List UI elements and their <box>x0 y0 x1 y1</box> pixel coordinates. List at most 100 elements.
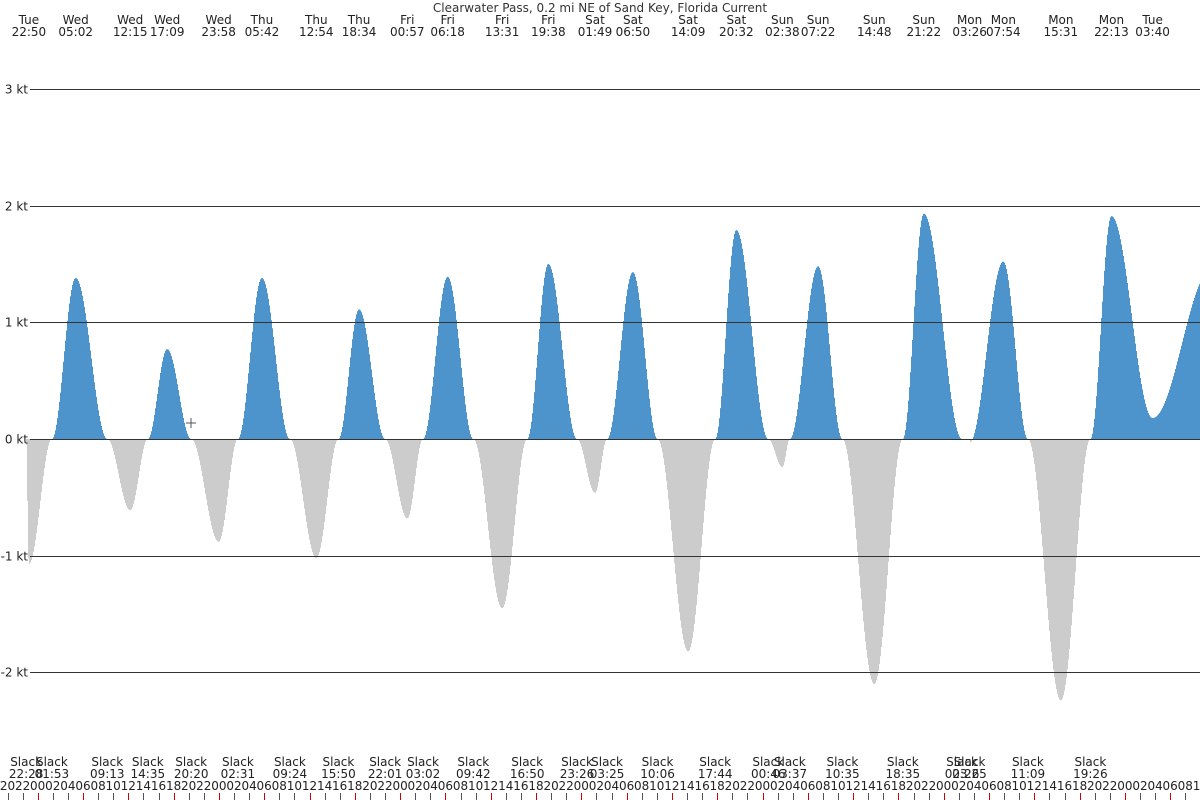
y-tick-label: -1 kt <box>1 550 29 564</box>
extreme-time-label: 18:34 <box>342 25 377 39</box>
extreme-time-label: 21:22 <box>907 25 942 39</box>
extreme-time-label: 12:15 <box>113 25 148 39</box>
hour-tick-label: 02 <box>589 779 604 793</box>
slack-label: Slack <box>369 755 401 769</box>
extreme-time-label: 05:42 <box>245 25 280 39</box>
extreme-time-label: 05:02 <box>58 25 93 39</box>
slack-label: Slack <box>946 755 978 769</box>
extreme-time-label: 01:49 <box>578 25 613 39</box>
slack-time-label: 10:35 <box>825 767 860 781</box>
slack-label: Slack <box>274 755 306 769</box>
slack-time-label: 02:31 <box>221 767 256 781</box>
hour-tick-label: 08 <box>272 779 287 793</box>
hour-tick-label: 12 <box>845 779 860 793</box>
hour-tick-label: 02 <box>45 779 60 793</box>
extreme-time-label: 06:50 <box>616 25 651 39</box>
hour-tick-label: 18 <box>347 779 362 793</box>
slack-label: Slack <box>826 755 858 769</box>
slack-label: Slack <box>323 755 355 769</box>
hour-tick-label: 16 <box>1057 779 1072 793</box>
hour-tick-label: 10 <box>106 779 121 793</box>
hour-tick-label: 16 <box>513 779 528 793</box>
extreme-day-label: Tue <box>1141 13 1163 27</box>
extreme-time-label: 07:54 <box>986 25 1021 39</box>
extreme-time-label: 20:32 <box>719 25 754 39</box>
extreme-time-label: 22:13 <box>1094 25 1129 39</box>
hour-tick-label: 10 <box>1193 779 1200 793</box>
crosshair-cursor <box>186 418 196 428</box>
hour-tick-label: 10 <box>649 779 664 793</box>
hour-tick-label: 00 <box>755 779 770 793</box>
slack-label: Slack <box>407 755 439 769</box>
extreme-time-label: 19:38 <box>531 25 566 39</box>
slack-time-label: 23:26 <box>560 767 595 781</box>
hour-tick-label: 10 <box>1012 779 1027 793</box>
slack-label: Slack <box>10 755 42 769</box>
y-tick-label: 0 kt <box>5 433 28 447</box>
hour-tick-label: 00 <box>1117 779 1132 793</box>
slack-time-label: 18:35 <box>886 767 921 781</box>
hour-tick-label: 12 <box>121 779 136 793</box>
hour-tick-label: 04 <box>241 779 256 793</box>
hour-tick-label: 06 <box>257 779 272 793</box>
hour-tick-label: 18 <box>1072 779 1087 793</box>
hour-tick-label: 12 <box>1027 779 1042 793</box>
slack-time-label: 03:37 <box>773 767 808 781</box>
hour-tick-label: 20 <box>181 779 196 793</box>
hour-tick-label: 06 <box>800 779 815 793</box>
hour-tick-label: 20 <box>362 779 377 793</box>
hour-tick-label: 22 <box>740 779 755 793</box>
hour-tick-label: 10 <box>468 779 483 793</box>
extreme-time-label: 14:48 <box>857 25 892 39</box>
extreme-time-label: 02:38 <box>765 25 800 39</box>
hour-tick-label: 18 <box>710 779 725 793</box>
extreme-day-label: Wed <box>154 13 180 27</box>
hour-tick-label: 00 <box>574 779 589 793</box>
extreme-day-label: Mon <box>991 13 1016 27</box>
hour-tick-label: 04 <box>60 779 75 793</box>
extreme-time-label: 23:58 <box>201 25 236 39</box>
extreme-time-label: 12:54 <box>299 25 334 39</box>
extreme-day-label: Thu <box>250 13 274 27</box>
slack-time-label: 17:44 <box>698 767 733 781</box>
hour-tick-label: 10 <box>830 779 845 793</box>
slack-label: Slack <box>561 755 593 769</box>
extreme-day-label: Mon <box>957 13 982 27</box>
hour-tick-label: 14 <box>679 779 694 793</box>
hour-tick-label: 06 <box>438 779 453 793</box>
hour-tick-label: 06 <box>619 779 634 793</box>
hour-tick-label: 04 <box>1147 779 1162 793</box>
extreme-day-label: Sat <box>678 13 698 27</box>
hour-tick-label: 16 <box>332 779 347 793</box>
extreme-day-label: Sun <box>912 13 935 27</box>
hour-tick-label: 20 <box>543 779 558 793</box>
slack-label: Slack <box>591 755 623 769</box>
extreme-day-label: Mon <box>1048 13 1073 27</box>
extreme-day-label: Sun <box>771 13 794 27</box>
y-tick-label: -2 kt <box>1 666 29 680</box>
extreme-time-label: 07:22 <box>801 25 836 39</box>
slack-time-label: 20:20 <box>174 767 209 781</box>
extreme-time-label: 17:09 <box>150 25 185 39</box>
hour-tick-label: 02 <box>951 779 966 793</box>
hour-tick-label: 06 <box>1163 779 1178 793</box>
hour-tick-label: 22 <box>921 779 936 793</box>
hour-tick-label: 16 <box>694 779 709 793</box>
current-area-layer <box>0 213 1200 701</box>
slack-time-label: 11:09 <box>1011 767 1046 781</box>
extreme-day-label: Sun <box>863 13 886 27</box>
extreme-day-label: Sat <box>623 13 643 27</box>
y-tick-label: 3 kt <box>5 83 28 97</box>
hour-tick-label: 02 <box>770 779 785 793</box>
slack-label: Slack <box>642 755 674 769</box>
extreme-day-label: Wed <box>206 13 232 27</box>
slack-time-label: 02:26 <box>945 767 980 781</box>
extreme-time-label: 03:40 <box>1135 25 1170 39</box>
hour-tick-label: 08 <box>90 779 105 793</box>
hour-tick-label: 18 <box>166 779 181 793</box>
hour-tick-label: 14 <box>861 779 876 793</box>
extreme-time-label: 15:31 <box>1044 25 1079 39</box>
hour-tick-label: 08 <box>815 779 830 793</box>
slack-label: Slack <box>774 755 806 769</box>
slack-time-label: 03:25 <box>952 767 987 781</box>
